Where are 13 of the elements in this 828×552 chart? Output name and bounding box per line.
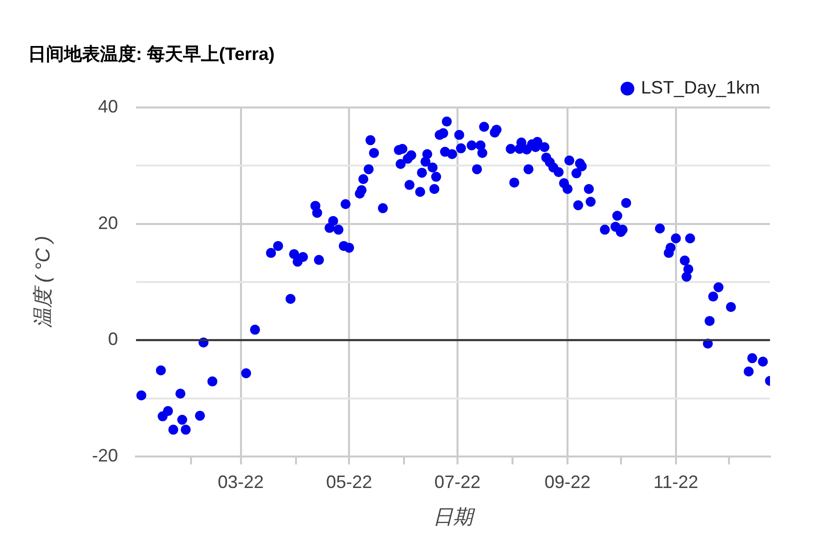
- x-tick-label: 05-22: [326, 472, 372, 492]
- y-tick-label: 40: [98, 96, 118, 117]
- legend-label: LST_Day_1km: [640, 78, 760, 98]
- x-axis-title: 日期: [433, 506, 476, 529]
- y-tick-label: -20: [92, 445, 118, 466]
- x-tick-label: 11-22: [654, 472, 698, 492]
- y-tick-label: 0: [108, 329, 118, 350]
- y-tick-label: 20: [98, 212, 118, 233]
- y-axis-title: 温度 ( °C ): [32, 236, 55, 328]
- chart-title: 日间地表温度: 每天早上(Terra): [28, 44, 275, 64]
- x-tick-label: 03-22: [218, 472, 264, 492]
- x-tick-label: 07-22: [434, 472, 480, 492]
- x-tick-label: 09-22: [544, 472, 591, 492]
